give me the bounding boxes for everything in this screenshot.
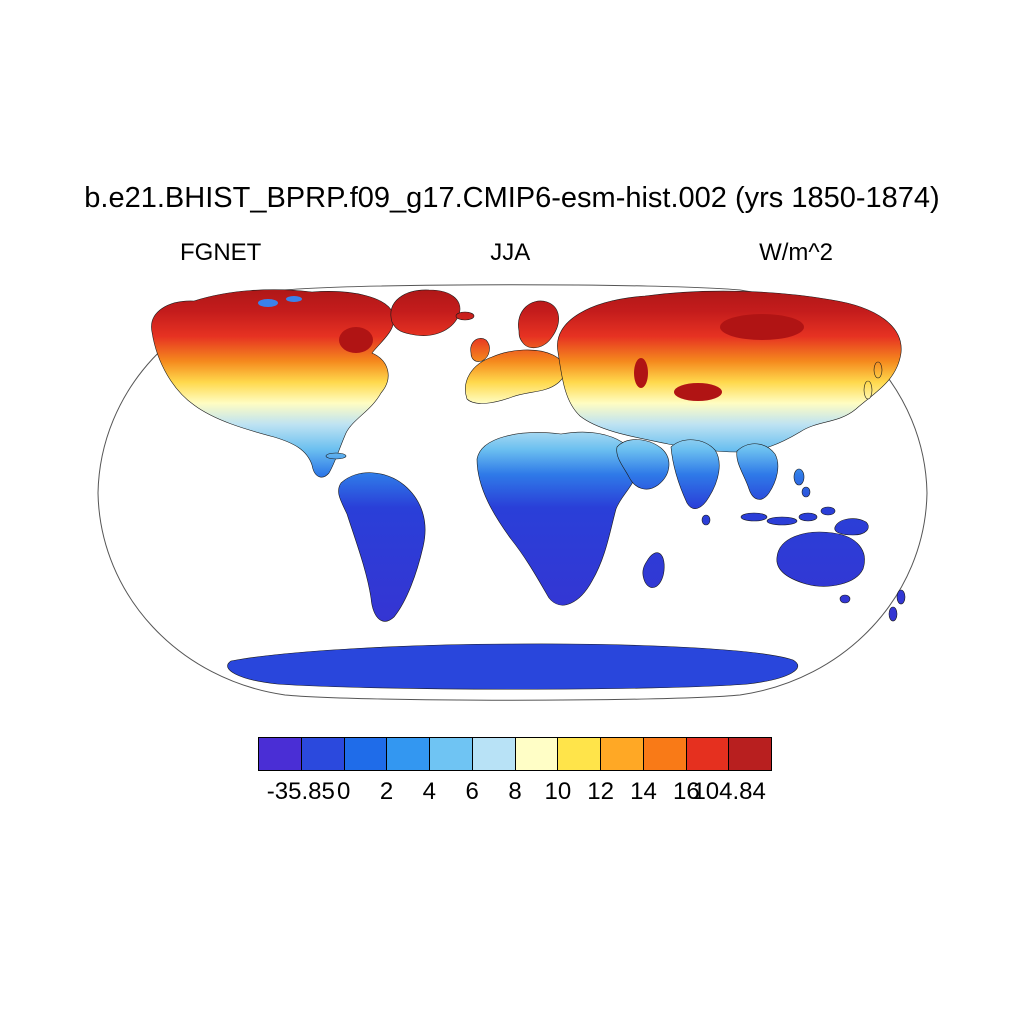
colorbar-labels: -35.85 0 2 4 6 8 10 12 14 16 104.84 xyxy=(258,778,772,810)
continent-asia xyxy=(557,290,902,453)
colorbar-label: 10 xyxy=(544,778,572,805)
island-new-zealand-north xyxy=(896,589,906,605)
continent-south-america xyxy=(338,472,426,622)
colorbar-cell xyxy=(259,738,302,770)
island-java xyxy=(766,516,798,526)
island-madagascar xyxy=(642,552,665,588)
colorbar-label: 14 xyxy=(630,778,657,805)
colorbar-label: 8 xyxy=(508,778,522,805)
colorbar-label: 16 xyxy=(672,778,700,805)
colorbar-label: 0 xyxy=(336,778,351,805)
island-philippines-1 xyxy=(793,468,805,486)
season-label: JJA xyxy=(490,239,531,266)
island-tasmania xyxy=(839,594,851,604)
colorbar-cell xyxy=(430,738,473,770)
colorbar-label: 2 xyxy=(379,778,394,805)
island-sumatra xyxy=(740,512,768,522)
colorbar-cell xyxy=(643,738,687,770)
continent-antarctica xyxy=(227,643,799,690)
colorbar-cell xyxy=(558,738,601,770)
island-sri-lanka xyxy=(701,514,711,526)
continent-north-america xyxy=(151,289,395,478)
colorbar xyxy=(258,737,772,771)
island-japan-north xyxy=(873,361,883,379)
region-arabia xyxy=(616,439,670,490)
island-new-zealand-south xyxy=(888,606,898,622)
colorbar-label: 6 xyxy=(465,778,479,805)
colorbar-cell xyxy=(301,738,345,770)
region-indochina xyxy=(736,443,779,500)
units-label: W/m^2 xyxy=(759,239,833,266)
arctic-archipelago-1 xyxy=(258,299,278,307)
island-japan-south xyxy=(863,380,873,400)
island-philippines-2 xyxy=(801,486,811,498)
continent-greenland xyxy=(390,289,461,336)
colorbar-cell xyxy=(515,738,559,770)
continent-australia xyxy=(776,531,865,587)
colorbar-label: 104.84 xyxy=(692,778,766,805)
colorbar-label: -35.85 xyxy=(266,778,335,805)
island-borneo xyxy=(798,512,818,522)
variable-label: FGNET xyxy=(180,239,262,266)
page-title: b.e21.BHIST_BPRP.f09_g17.CMIP6-esm-hist.… xyxy=(84,182,940,214)
island-britain xyxy=(470,338,490,362)
colorbar-cell xyxy=(686,738,730,770)
colorbar-cell xyxy=(601,738,644,770)
island-new-guinea xyxy=(834,518,869,536)
colorbar-cell xyxy=(344,738,388,770)
hotspot-siberia xyxy=(720,314,804,340)
region-scandinavia xyxy=(518,300,559,349)
arctic-archipelago-2 xyxy=(286,296,302,302)
hotspot-tibet xyxy=(674,383,722,401)
map-outline xyxy=(97,284,928,701)
colorbar-cell xyxy=(387,738,430,770)
continent-africa xyxy=(476,431,638,606)
colorbar-cell xyxy=(729,738,771,770)
colorbar-cell xyxy=(472,738,516,770)
hotspot-quebec xyxy=(339,327,373,353)
colorbar-label: 4 xyxy=(422,778,437,805)
region-india xyxy=(670,439,720,509)
hotspot-caspian xyxy=(634,358,648,388)
island-sulawesi xyxy=(820,506,836,516)
island-iceland xyxy=(455,311,475,321)
island-caribbean xyxy=(325,452,347,460)
colorbar-label: 12 xyxy=(587,778,615,805)
subtitle-row: FGNET JJA W/m^2 xyxy=(180,239,833,267)
